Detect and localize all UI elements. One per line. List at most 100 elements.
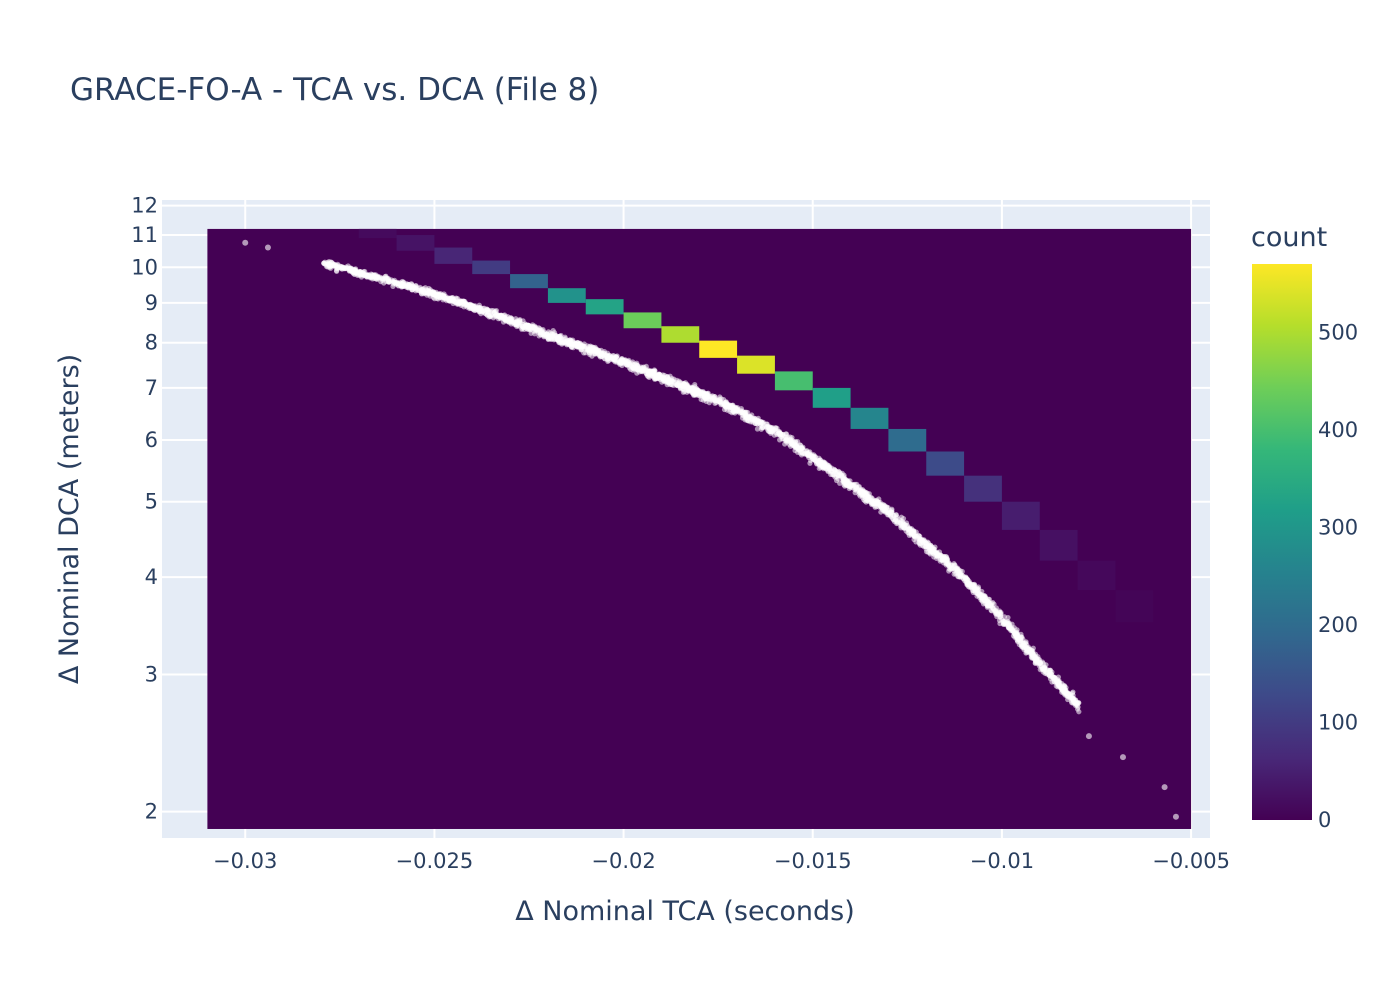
scatter-point bbox=[391, 279, 397, 285]
scatter-point bbox=[804, 451, 810, 457]
scatter-point bbox=[682, 380, 689, 386]
scatter-point bbox=[910, 529, 916, 536]
heatmap-bin bbox=[1039, 529, 1078, 561]
scatter-point bbox=[545, 336, 551, 343]
scatter-point bbox=[418, 290, 424, 296]
scatter-point bbox=[331, 261, 337, 267]
scatter-point bbox=[865, 494, 872, 500]
scatter-point bbox=[936, 549, 943, 555]
colorbar-tick-label: 300 bbox=[1318, 515, 1358, 539]
heatmap-bin bbox=[964, 475, 1002, 502]
scatter-point bbox=[1069, 700, 1075, 706]
scatter-point bbox=[726, 402, 732, 408]
scatter-point bbox=[530, 324, 536, 330]
heatmap-bin bbox=[396, 235, 435, 251]
scatter-point bbox=[650, 368, 656, 375]
scatter-point bbox=[1006, 625, 1013, 631]
scatter-point bbox=[957, 570, 963, 576]
scatter-point bbox=[556, 336, 562, 342]
heatmap-bin bbox=[661, 326, 700, 343]
scatter-point bbox=[361, 272, 367, 279]
scatter-point bbox=[264, 244, 271, 251]
colorbar-tick-label: 500 bbox=[1318, 320, 1358, 344]
heatmap-bin bbox=[1001, 501, 1040, 530]
scatter-point bbox=[750, 419, 756, 425]
scatter-point bbox=[600, 352, 606, 358]
y-tick-label: 7 bbox=[145, 376, 158, 400]
scatter-point bbox=[894, 514, 900, 520]
scatter-point bbox=[552, 332, 558, 339]
scatter-point bbox=[1085, 733, 1092, 740]
scatter-point bbox=[828, 471, 834, 477]
scatter-point bbox=[881, 504, 887, 511]
x-tick-label: −0.02 bbox=[591, 849, 655, 873]
scatter-point bbox=[709, 395, 715, 401]
scatter-point bbox=[430, 288, 436, 295]
heatmap-bin bbox=[434, 247, 473, 264]
scatter-point bbox=[841, 479, 847, 485]
scatter-point bbox=[1001, 614, 1008, 620]
scatter-point bbox=[380, 276, 386, 282]
scatter-point bbox=[560, 340, 566, 346]
heatmap-bin bbox=[774, 371, 813, 391]
scatter-point bbox=[651, 373, 657, 379]
scatter-point bbox=[841, 474, 847, 480]
scatter-point bbox=[941, 557, 947, 563]
y-tick-label: 12 bbox=[131, 194, 158, 218]
scatter-series[interactable] bbox=[242, 239, 1179, 820]
x-tick-label: −0.01 bbox=[970, 849, 1034, 873]
scatter-point bbox=[827, 467, 833, 473]
heatmap-bin bbox=[1077, 560, 1116, 591]
colorbar-tick-label: 100 bbox=[1318, 710, 1358, 734]
scatter-point bbox=[685, 384, 691, 390]
scatter-point bbox=[1050, 674, 1057, 681]
scatter-point bbox=[445, 295, 451, 301]
scatter-point bbox=[894, 520, 901, 526]
scatter-point bbox=[1068, 694, 1075, 700]
scatter-point bbox=[1119, 754, 1126, 761]
scatter-point bbox=[550, 328, 556, 334]
scatter-point bbox=[985, 596, 991, 602]
scatter-point bbox=[1056, 682, 1062, 688]
colorbar-ticks: 0 100 200 300 400 500 bbox=[1318, 320, 1358, 832]
scatter-point bbox=[367, 273, 374, 280]
y-tick-label: 11 bbox=[131, 223, 158, 247]
scatter-point bbox=[739, 408, 746, 414]
heatmap[interactable] bbox=[207, 228, 1192, 829]
scatter-point bbox=[916, 533, 922, 539]
scatter-point bbox=[886, 510, 892, 516]
scatter-point bbox=[471, 306, 477, 312]
scatter-point bbox=[1046, 671, 1053, 677]
scatter-point bbox=[372, 274, 378, 280]
scatter-point bbox=[605, 353, 611, 360]
scatter-point bbox=[397, 281, 403, 287]
scatter-point bbox=[411, 285, 417, 291]
scatter-point bbox=[638, 368, 645, 374]
scatter-point bbox=[1063, 685, 1069, 691]
scatter-point bbox=[321, 260, 327, 267]
scatter-point bbox=[676, 382, 683, 389]
scatter-point bbox=[846, 483, 852, 489]
x-tick-label: −0.03 bbox=[213, 849, 277, 873]
scatter-point bbox=[856, 487, 862, 493]
heatmap-bin bbox=[850, 407, 889, 429]
scatter-point bbox=[923, 546, 929, 552]
scatter-point bbox=[461, 301, 467, 307]
scatter-point bbox=[954, 566, 960, 573]
scatter-point bbox=[532, 331, 538, 337]
y-tick-label: 9 bbox=[145, 291, 158, 315]
scatter-point bbox=[968, 581, 974, 587]
scatter-point bbox=[509, 318, 515, 324]
y-tick-label: 3 bbox=[145, 662, 158, 686]
x-tick-label: −0.005 bbox=[1152, 849, 1230, 873]
scatter-point bbox=[614, 353, 620, 359]
heatmap-bin bbox=[926, 451, 965, 476]
scatter-point bbox=[993, 605, 999, 611]
scatter-point bbox=[676, 378, 682, 384]
scatter-point bbox=[905, 526, 911, 532]
scatter-point bbox=[579, 346, 585, 352]
scatter-point bbox=[630, 364, 636, 371]
heatmap-bin bbox=[547, 288, 586, 303]
scatter-point bbox=[658, 374, 664, 380]
